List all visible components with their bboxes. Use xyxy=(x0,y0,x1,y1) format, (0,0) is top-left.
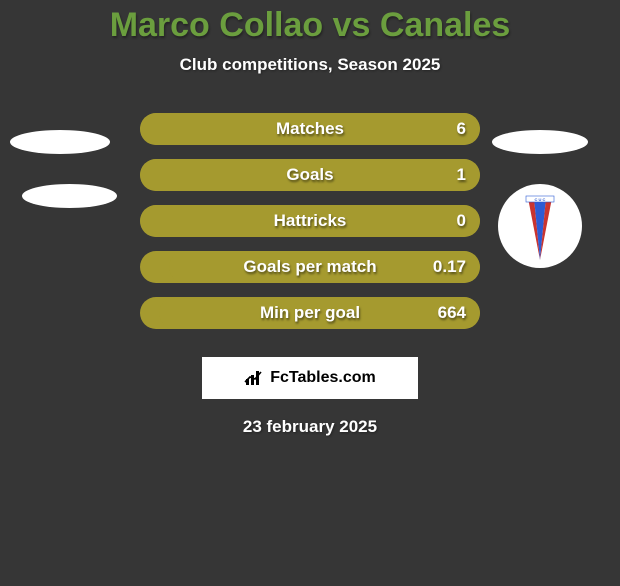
stat-row: Goals1 xyxy=(140,159,480,191)
page-title: Marco Collao vs Canales xyxy=(0,6,620,45)
stat-value-right: 0 xyxy=(457,205,466,237)
stat-label: Goals xyxy=(140,159,480,191)
chart-icon xyxy=(244,369,264,387)
player-left-avatar-1 xyxy=(10,130,110,154)
stat-row: Matches6 xyxy=(140,113,480,145)
stat-row: Hattricks0 xyxy=(140,205,480,237)
player-right-avatar xyxy=(492,130,588,154)
watermark-text: FcTables.com xyxy=(270,369,376,387)
stat-label: Min per goal xyxy=(140,297,480,329)
stat-row: Goals per match0.17 xyxy=(140,251,480,283)
stats-container: Matches6Goals1Hattricks0Goals per match0… xyxy=(140,113,480,329)
footer-date: 23 february 2025 xyxy=(0,417,620,437)
stat-label: Goals per match xyxy=(140,251,480,283)
stat-value-right: 0.17 xyxy=(433,251,466,283)
stat-label: Hattricks xyxy=(140,205,480,237)
player-left-avatar-2 xyxy=(22,184,117,208)
player-right-club-badge: C U C xyxy=(498,184,582,268)
club-badge-icon: C U C xyxy=(510,190,570,262)
page-subtitle: Club competitions, Season 2025 xyxy=(0,55,620,75)
stat-value-right: 664 xyxy=(438,297,466,329)
svg-text:C U C: C U C xyxy=(535,197,546,202)
stat-row: Min per goal664 xyxy=(140,297,480,329)
stat-value-right: 1 xyxy=(457,159,466,191)
watermark: FcTables.com xyxy=(202,357,418,399)
stat-value-right: 6 xyxy=(457,113,466,145)
stat-label: Matches xyxy=(140,113,480,145)
